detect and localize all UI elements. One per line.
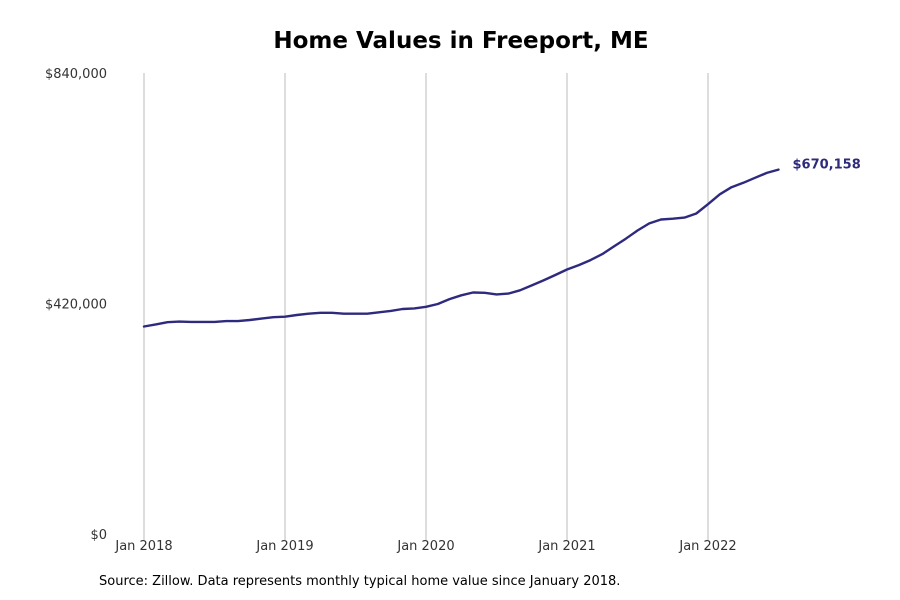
chart-title: Home Values in Freeport, ME	[273, 28, 649, 54]
y-tick-label: $420,000	[45, 298, 107, 313]
y-tick-label: $840,000	[45, 67, 107, 82]
source-note: Source: Zillow. Data represents monthly …	[99, 574, 621, 589]
x-tick-label: Jan 2021	[537, 539, 595, 554]
end-value-label: $670,158	[793, 158, 861, 173]
x-tick-label: Jan 2020	[396, 539, 454, 554]
x-tick-label: Jan 2018	[114, 539, 172, 554]
series-layer: $670,158	[142, 158, 861, 328]
y-tick-label: $0	[90, 528, 107, 543]
x-tick-label: Jan 2019	[255, 539, 313, 554]
x-tick-label: Jan 2022	[678, 539, 736, 554]
series-line	[142, 168, 780, 328]
x-axis: Jan 2018 Jan 2019 Jan 2020 Jan 2021 Jan 2022	[114, 539, 736, 554]
y-axis: $0 $420,000 $840,000	[45, 67, 107, 543]
